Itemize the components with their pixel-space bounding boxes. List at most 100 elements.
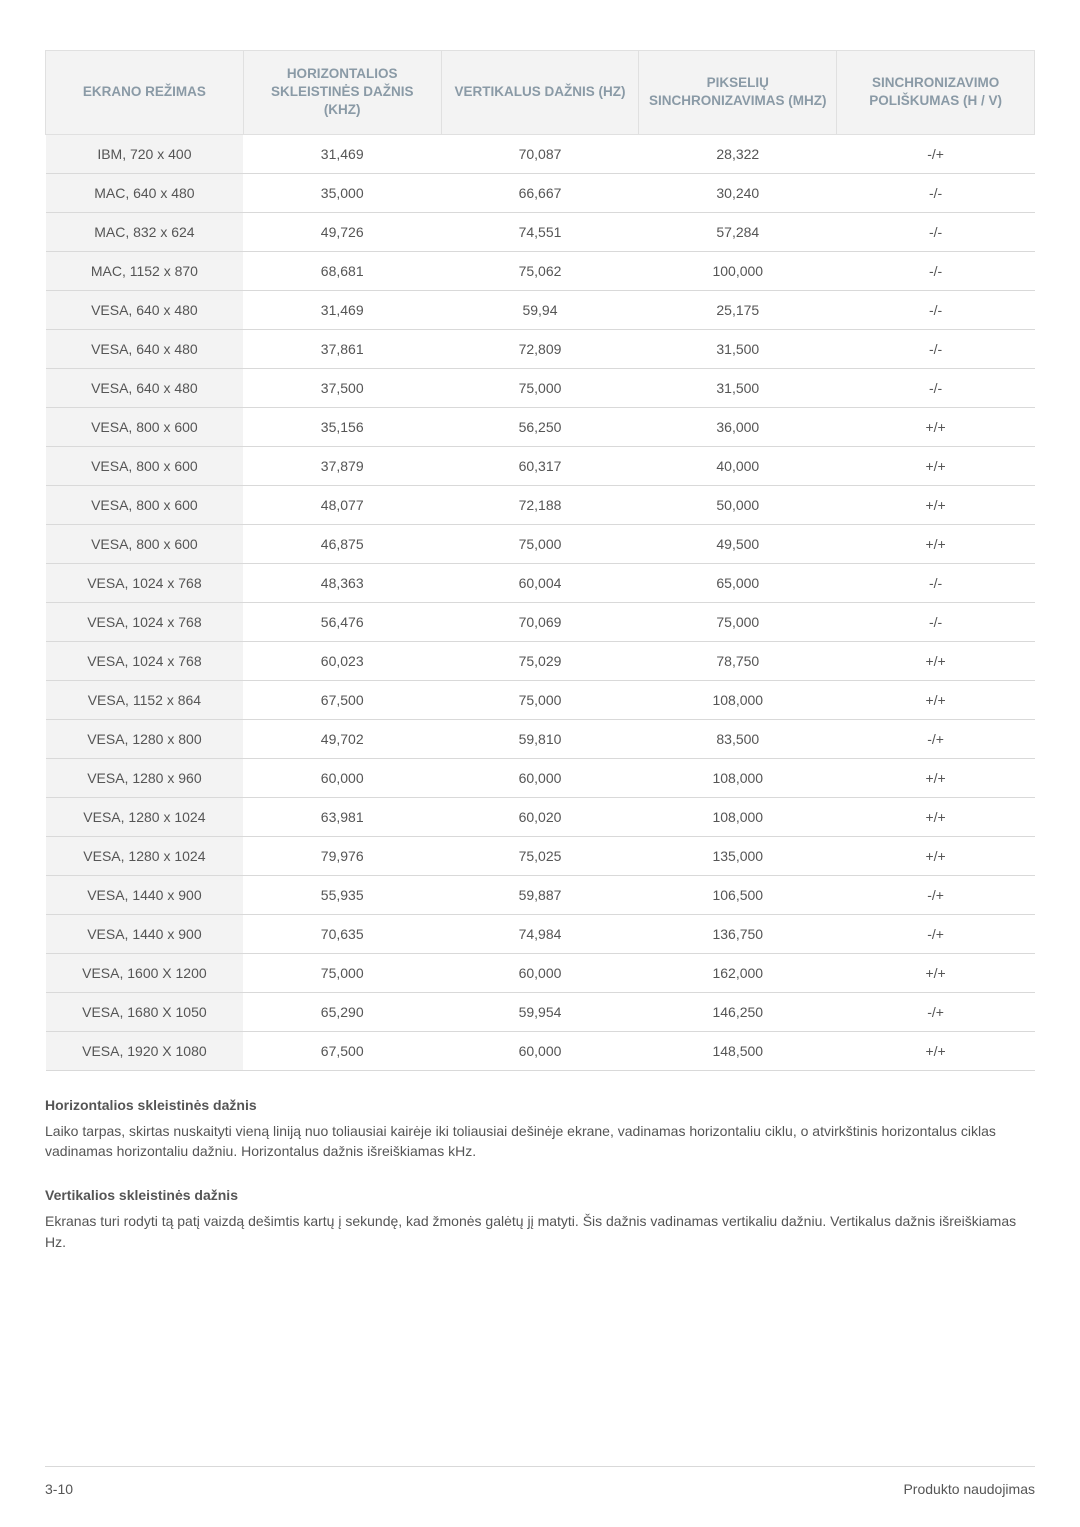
table-row: VESA, 1920 X 108067,50060,000148,500+/+	[46, 1031, 1035, 1070]
table-cell: 74,984	[441, 914, 639, 953]
table-row: VESA, 1152 x 86467,50075,000108,000+/+	[46, 680, 1035, 719]
table-row: VESA, 800 x 60035,15656,25036,000+/+	[46, 407, 1035, 446]
table-cell: 67,500	[243, 680, 441, 719]
table-cell: 59,954	[441, 992, 639, 1031]
table-cell: VESA, 800 x 600	[46, 485, 244, 524]
table-cell: 100,000	[639, 251, 837, 290]
table-cell: 148,500	[639, 1031, 837, 1070]
table-cell: 70,087	[441, 134, 639, 173]
table-row: VESA, 1440 x 90070,63574,984136,750-/+	[46, 914, 1035, 953]
section-heading-vertical: Vertikalios skleistinės dažnis	[45, 1187, 1035, 1203]
table-cell: 60,020	[441, 797, 639, 836]
table-cell: VESA, 1440 x 900	[46, 875, 244, 914]
table-row: VESA, 1280 x 96060,00060,000108,000+/+	[46, 758, 1035, 797]
table-cell: 75,000	[441, 524, 639, 563]
table-cell: +/+	[837, 680, 1035, 719]
table-row: VESA, 1280 x 102463,98160,020108,000+/+	[46, 797, 1035, 836]
table-cell: -/-	[837, 329, 1035, 368]
table-cell: MAC, 832 x 624	[46, 212, 244, 251]
table-row: VESA, 1440 x 90055,93559,887106,500-/+	[46, 875, 1035, 914]
table-cell: MAC, 1152 x 870	[46, 251, 244, 290]
table-cell: VESA, 640 x 480	[46, 329, 244, 368]
table-cell: 72,809	[441, 329, 639, 368]
table-cell: +/+	[837, 641, 1035, 680]
table-cell: 40,000	[639, 446, 837, 485]
table-cell: VESA, 640 x 480	[46, 368, 244, 407]
table-cell: 60,004	[441, 563, 639, 602]
table-cell: 75,029	[441, 641, 639, 680]
table-cell: 60,000	[441, 953, 639, 992]
table-cell: 31,500	[639, 329, 837, 368]
table-row: VESA, 1600 X 120075,00060,000162,000+/+	[46, 953, 1035, 992]
table-row: VESA, 1680 X 105065,29059,954146,250-/+	[46, 992, 1035, 1031]
table-cell: +/+	[837, 797, 1035, 836]
table-cell: 31,500	[639, 368, 837, 407]
table-cell: +/+	[837, 485, 1035, 524]
table-cell: 49,702	[243, 719, 441, 758]
table-cell: 75,000	[441, 368, 639, 407]
table-cell: 37,500	[243, 368, 441, 407]
table-cell: VESA, 640 x 480	[46, 290, 244, 329]
table-cell: 72,188	[441, 485, 639, 524]
table-cell: 70,069	[441, 602, 639, 641]
table-cell: -/-	[837, 290, 1035, 329]
table-cell: VESA, 800 x 600	[46, 446, 244, 485]
table-cell: 55,935	[243, 875, 441, 914]
table-cell: 136,750	[639, 914, 837, 953]
table-cell: 63,981	[243, 797, 441, 836]
table-cell: 46,875	[243, 524, 441, 563]
table-cell: 49,726	[243, 212, 441, 251]
table-cell: VESA, 1024 x 768	[46, 602, 244, 641]
table-cell: -/+	[837, 134, 1035, 173]
table-row: VESA, 640 x 48031,46959,9425,175-/-	[46, 290, 1035, 329]
footer-page-number: 3-10	[45, 1481, 73, 1497]
table-cell: 68,681	[243, 251, 441, 290]
table-cell: 108,000	[639, 758, 837, 797]
table-cell: 56,250	[441, 407, 639, 446]
table-cell: 59,94	[441, 290, 639, 329]
timing-table: EKRANO REŽIMASHORIZONTALIOS SKLEISTINĖS …	[45, 50, 1035, 1071]
table-cell: 162,000	[639, 953, 837, 992]
table-cell: 65,290	[243, 992, 441, 1031]
table-cell: 60,000	[243, 758, 441, 797]
table-cell: 59,810	[441, 719, 639, 758]
table-cell: VESA, 1440 x 900	[46, 914, 244, 953]
table-cell: -/-	[837, 251, 1035, 290]
table-cell: +/+	[837, 446, 1035, 485]
table-cell: VESA, 1280 x 1024	[46, 797, 244, 836]
page-footer: 3-10 Produkto naudojimas	[45, 1466, 1035, 1497]
table-cell: +/+	[837, 407, 1035, 446]
table-cell: 60,000	[441, 758, 639, 797]
table-cell: 108,000	[639, 680, 837, 719]
table-row: VESA, 1024 x 76860,02375,02978,750+/+	[46, 641, 1035, 680]
table-cell: -/-	[837, 563, 1035, 602]
table-cell: VESA, 1680 X 1050	[46, 992, 244, 1031]
table-row: VESA, 800 x 60037,87960,31740,000+/+	[46, 446, 1035, 485]
table-cell: -/-	[837, 368, 1035, 407]
table-cell: VESA, 1280 x 960	[46, 758, 244, 797]
table-cell: 36,000	[639, 407, 837, 446]
table-cell: 35,156	[243, 407, 441, 446]
table-cell: 75,000	[243, 953, 441, 992]
table-cell: VESA, 1920 X 1080	[46, 1031, 244, 1070]
table-row: MAC, 640 x 48035,00066,66730,240-/-	[46, 173, 1035, 212]
table-cell: VESA, 1024 x 768	[46, 641, 244, 680]
table-cell: 79,976	[243, 836, 441, 875]
table-cell: +/+	[837, 836, 1035, 875]
table-cell: 66,667	[441, 173, 639, 212]
table-cell: 57,284	[639, 212, 837, 251]
table-cell: 75,000	[441, 680, 639, 719]
table-cell: VESA, 800 x 600	[46, 407, 244, 446]
table-cell: +/+	[837, 524, 1035, 563]
table-header-cell: VERTIKALUS DAŽNIS (HZ)	[441, 51, 639, 135]
table-cell: VESA, 1280 x 800	[46, 719, 244, 758]
table-cell: 75,000	[639, 602, 837, 641]
table-cell: 135,000	[639, 836, 837, 875]
table-cell: 108,000	[639, 797, 837, 836]
table-cell: 37,861	[243, 329, 441, 368]
table-cell: 35,000	[243, 173, 441, 212]
table-cell: 146,250	[639, 992, 837, 1031]
table-cell: -/-	[837, 212, 1035, 251]
table-cell: 28,322	[639, 134, 837, 173]
table-header-cell: PIKSELIŲ SINCHRONIZAVIMAS (MHZ)	[639, 51, 837, 135]
